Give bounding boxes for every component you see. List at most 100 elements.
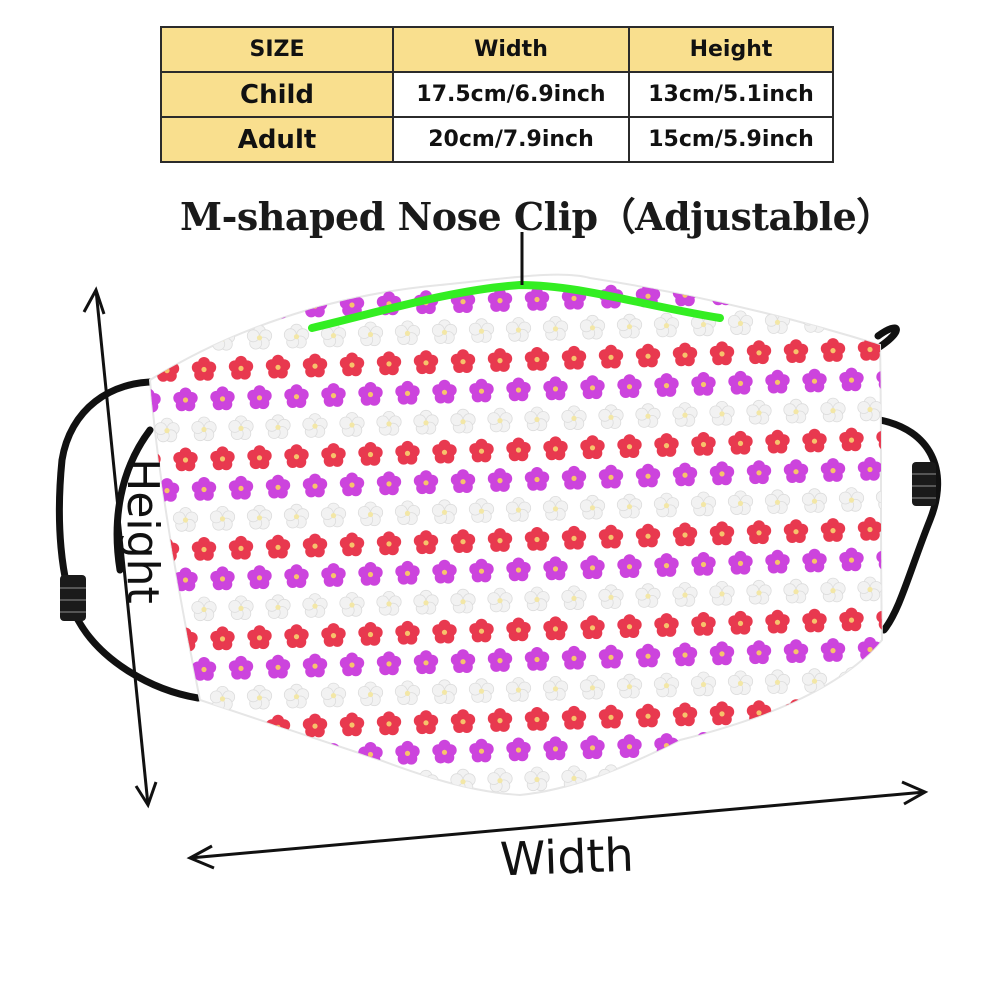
flower-icon — [506, 798, 530, 822]
flower-icon — [210, 746, 235, 771]
flower-icon — [561, 345, 587, 370]
flower-icon — [395, 620, 420, 645]
flower-icon — [394, 320, 421, 346]
flower-icon — [690, 491, 717, 517]
flower-icon — [820, 698, 846, 722]
flower-icon — [302, 533, 328, 558]
flower-icon — [191, 477, 217, 501]
flower-icon — [801, 308, 828, 333]
flower-icon — [857, 517, 882, 541]
flower-icon — [802, 368, 827, 393]
flower-icon — [358, 622, 383, 646]
flower-icon — [432, 739, 457, 764]
flower-icon — [727, 310, 754, 336]
flower-icon — [580, 555, 605, 580]
flower-icon — [154, 718, 180, 742]
flower-icon — [746, 640, 772, 665]
flower-icon — [746, 520, 772, 545]
flower-icon — [802, 428, 827, 453]
flower-icon — [339, 592, 365, 617]
flower-icon — [469, 378, 494, 403]
flower-icon — [450, 349, 476, 373]
flower-icon — [432, 619, 457, 644]
flower-icon — [173, 747, 198, 772]
flower-icon — [191, 657, 217, 681]
flower-icon — [617, 374, 642, 398]
flower-icon — [376, 591, 402, 616]
flower-icon — [487, 528, 513, 552]
flower-icon — [118, 419, 142, 443]
flower-icon — [635, 703, 661, 728]
flower-icon — [765, 729, 790, 754]
flower-icon — [801, 488, 828, 513]
flower-icon — [413, 710, 439, 735]
flower-icon — [320, 322, 347, 348]
flower-icon — [506, 617, 531, 642]
flower-icon — [820, 338, 846, 362]
flower-icon — [154, 298, 180, 322]
flower-icon — [764, 669, 791, 694]
nose-clip-label: M-shaped Nose Clip（Adjustable） — [180, 194, 894, 239]
flower-icon — [209, 325, 236, 351]
flower-icon — [820, 278, 846, 302]
flower-icon — [246, 324, 273, 350]
flower-icon — [653, 312, 680, 338]
header-size: SIZE — [160, 26, 394, 73]
flower-icon — [542, 315, 569, 341]
flower-icon — [672, 342, 698, 367]
header-height: Height — [628, 26, 834, 73]
flower-icon — [838, 487, 865, 512]
flower-icon — [635, 583, 661, 608]
flower-icon — [654, 433, 679, 457]
flower-icon — [469, 738, 494, 763]
row-width-adult: 20cm/7.9inch — [392, 116, 630, 163]
flower-icon — [672, 582, 698, 607]
flower-icon — [450, 469, 476, 493]
flower-icon — [432, 800, 456, 824]
flower-icon — [413, 350, 439, 375]
row-size-adult: Adult — [160, 116, 394, 163]
flower-icon — [302, 773, 328, 796]
flower-icon — [358, 562, 383, 586]
flower-icon — [376, 471, 402, 496]
flower-icon — [617, 614, 642, 638]
flower-icon — [839, 607, 864, 632]
flower-icon — [395, 740, 420, 765]
flower-icon — [820, 518, 846, 542]
flower-icon — [118, 299, 142, 323]
flower-icon — [246, 684, 273, 710]
flower-icon — [734, 790, 747, 796]
flower-icon — [728, 550, 753, 575]
flower-icon — [228, 595, 254, 620]
flower-icon — [247, 745, 272, 770]
flower-icon — [321, 623, 346, 647]
flower-icon — [728, 730, 753, 755]
flower-icon — [191, 357, 217, 381]
flower-icon — [265, 534, 291, 559]
flower-icon — [580, 375, 605, 400]
flower-icon — [709, 461, 735, 486]
left-ear-loop — [55, 378, 202, 702]
flower-icon — [506, 377, 531, 402]
flower-icon — [654, 373, 679, 397]
flower-icon — [432, 559, 457, 584]
flower-icon — [690, 671, 717, 697]
flower-icon — [358, 442, 383, 466]
flower-icon — [469, 558, 494, 583]
width-label: Width — [499, 827, 635, 887]
flower-icon — [598, 464, 624, 489]
flower-icon — [691, 552, 716, 576]
flower-icon — [653, 672, 680, 698]
flower-icon — [783, 398, 809, 424]
flower-icon — [561, 645, 587, 670]
flower-icon — [413, 530, 439, 555]
flower-icon — [339, 532, 365, 557]
flower-icon — [857, 576, 882, 602]
flower-icon — [616, 493, 643, 519]
flower-icon — [302, 653, 328, 678]
flower-icon — [210, 626, 235, 651]
flower-icon — [247, 385, 272, 410]
flower-icon — [765, 609, 790, 634]
flower-icon — [765, 429, 790, 454]
flower-icon — [635, 763, 661, 788]
